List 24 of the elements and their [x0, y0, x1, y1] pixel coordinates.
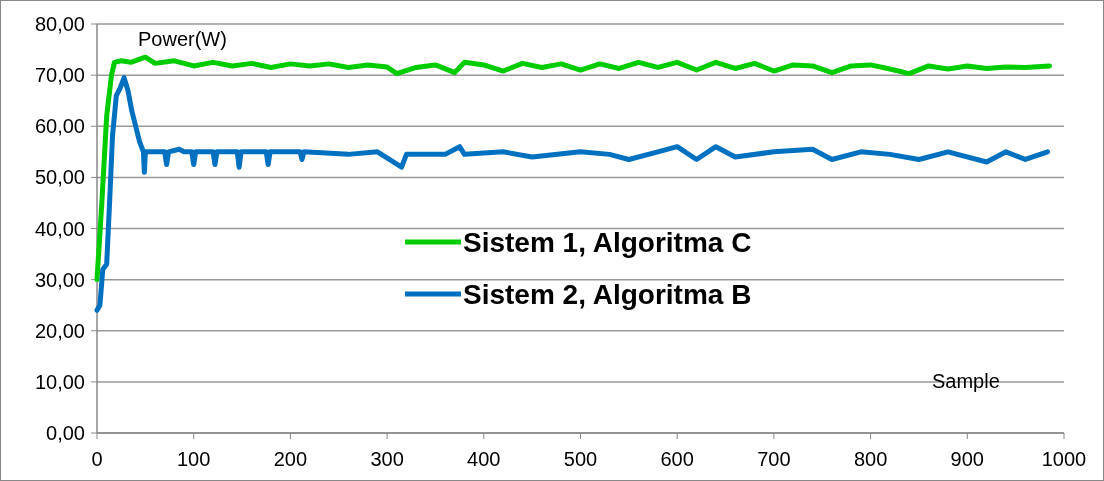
- x-tick-label: 800: [853, 448, 888, 470]
- legend-label: Sistem 2, Algoritma B: [463, 279, 752, 310]
- x-axis-title: Sample: [932, 370, 1000, 392]
- x-tick-label: 300: [370, 448, 404, 470]
- x-tick-label: 400: [467, 448, 501, 470]
- y-tick-label: 10,00: [34, 370, 85, 393]
- y-tick-label: 70,00: [34, 64, 85, 87]
- y-tick-label: 30,00: [34, 268, 85, 291]
- y-tick-label: 20,00: [34, 319, 85, 342]
- x-tick-label: 100: [177, 448, 211, 470]
- y-axis-title: Power(W): [138, 28, 227, 50]
- x-tick-label: 200: [273, 448, 308, 470]
- x-tick-label: 1000: [1041, 448, 1087, 470]
- x-tick-label: 900: [950, 448, 984, 470]
- y-tick-label: 80,00: [34, 13, 85, 35]
- y-tick-label: 0,00: [46, 422, 85, 444]
- x-tick-label: 0: [91, 448, 103, 470]
- y-tick-label: 40,00: [34, 217, 85, 240]
- x-tick-label: 500: [563, 448, 598, 470]
- y-tick-label: 60,00: [34, 115, 85, 138]
- legend-label: Sistem 1, Algoritma C: [463, 227, 752, 258]
- y-tick-label: 50,00: [34, 166, 85, 189]
- x-tick-label: 600: [660, 448, 694, 470]
- x-tick-label: 700: [757, 448, 791, 470]
